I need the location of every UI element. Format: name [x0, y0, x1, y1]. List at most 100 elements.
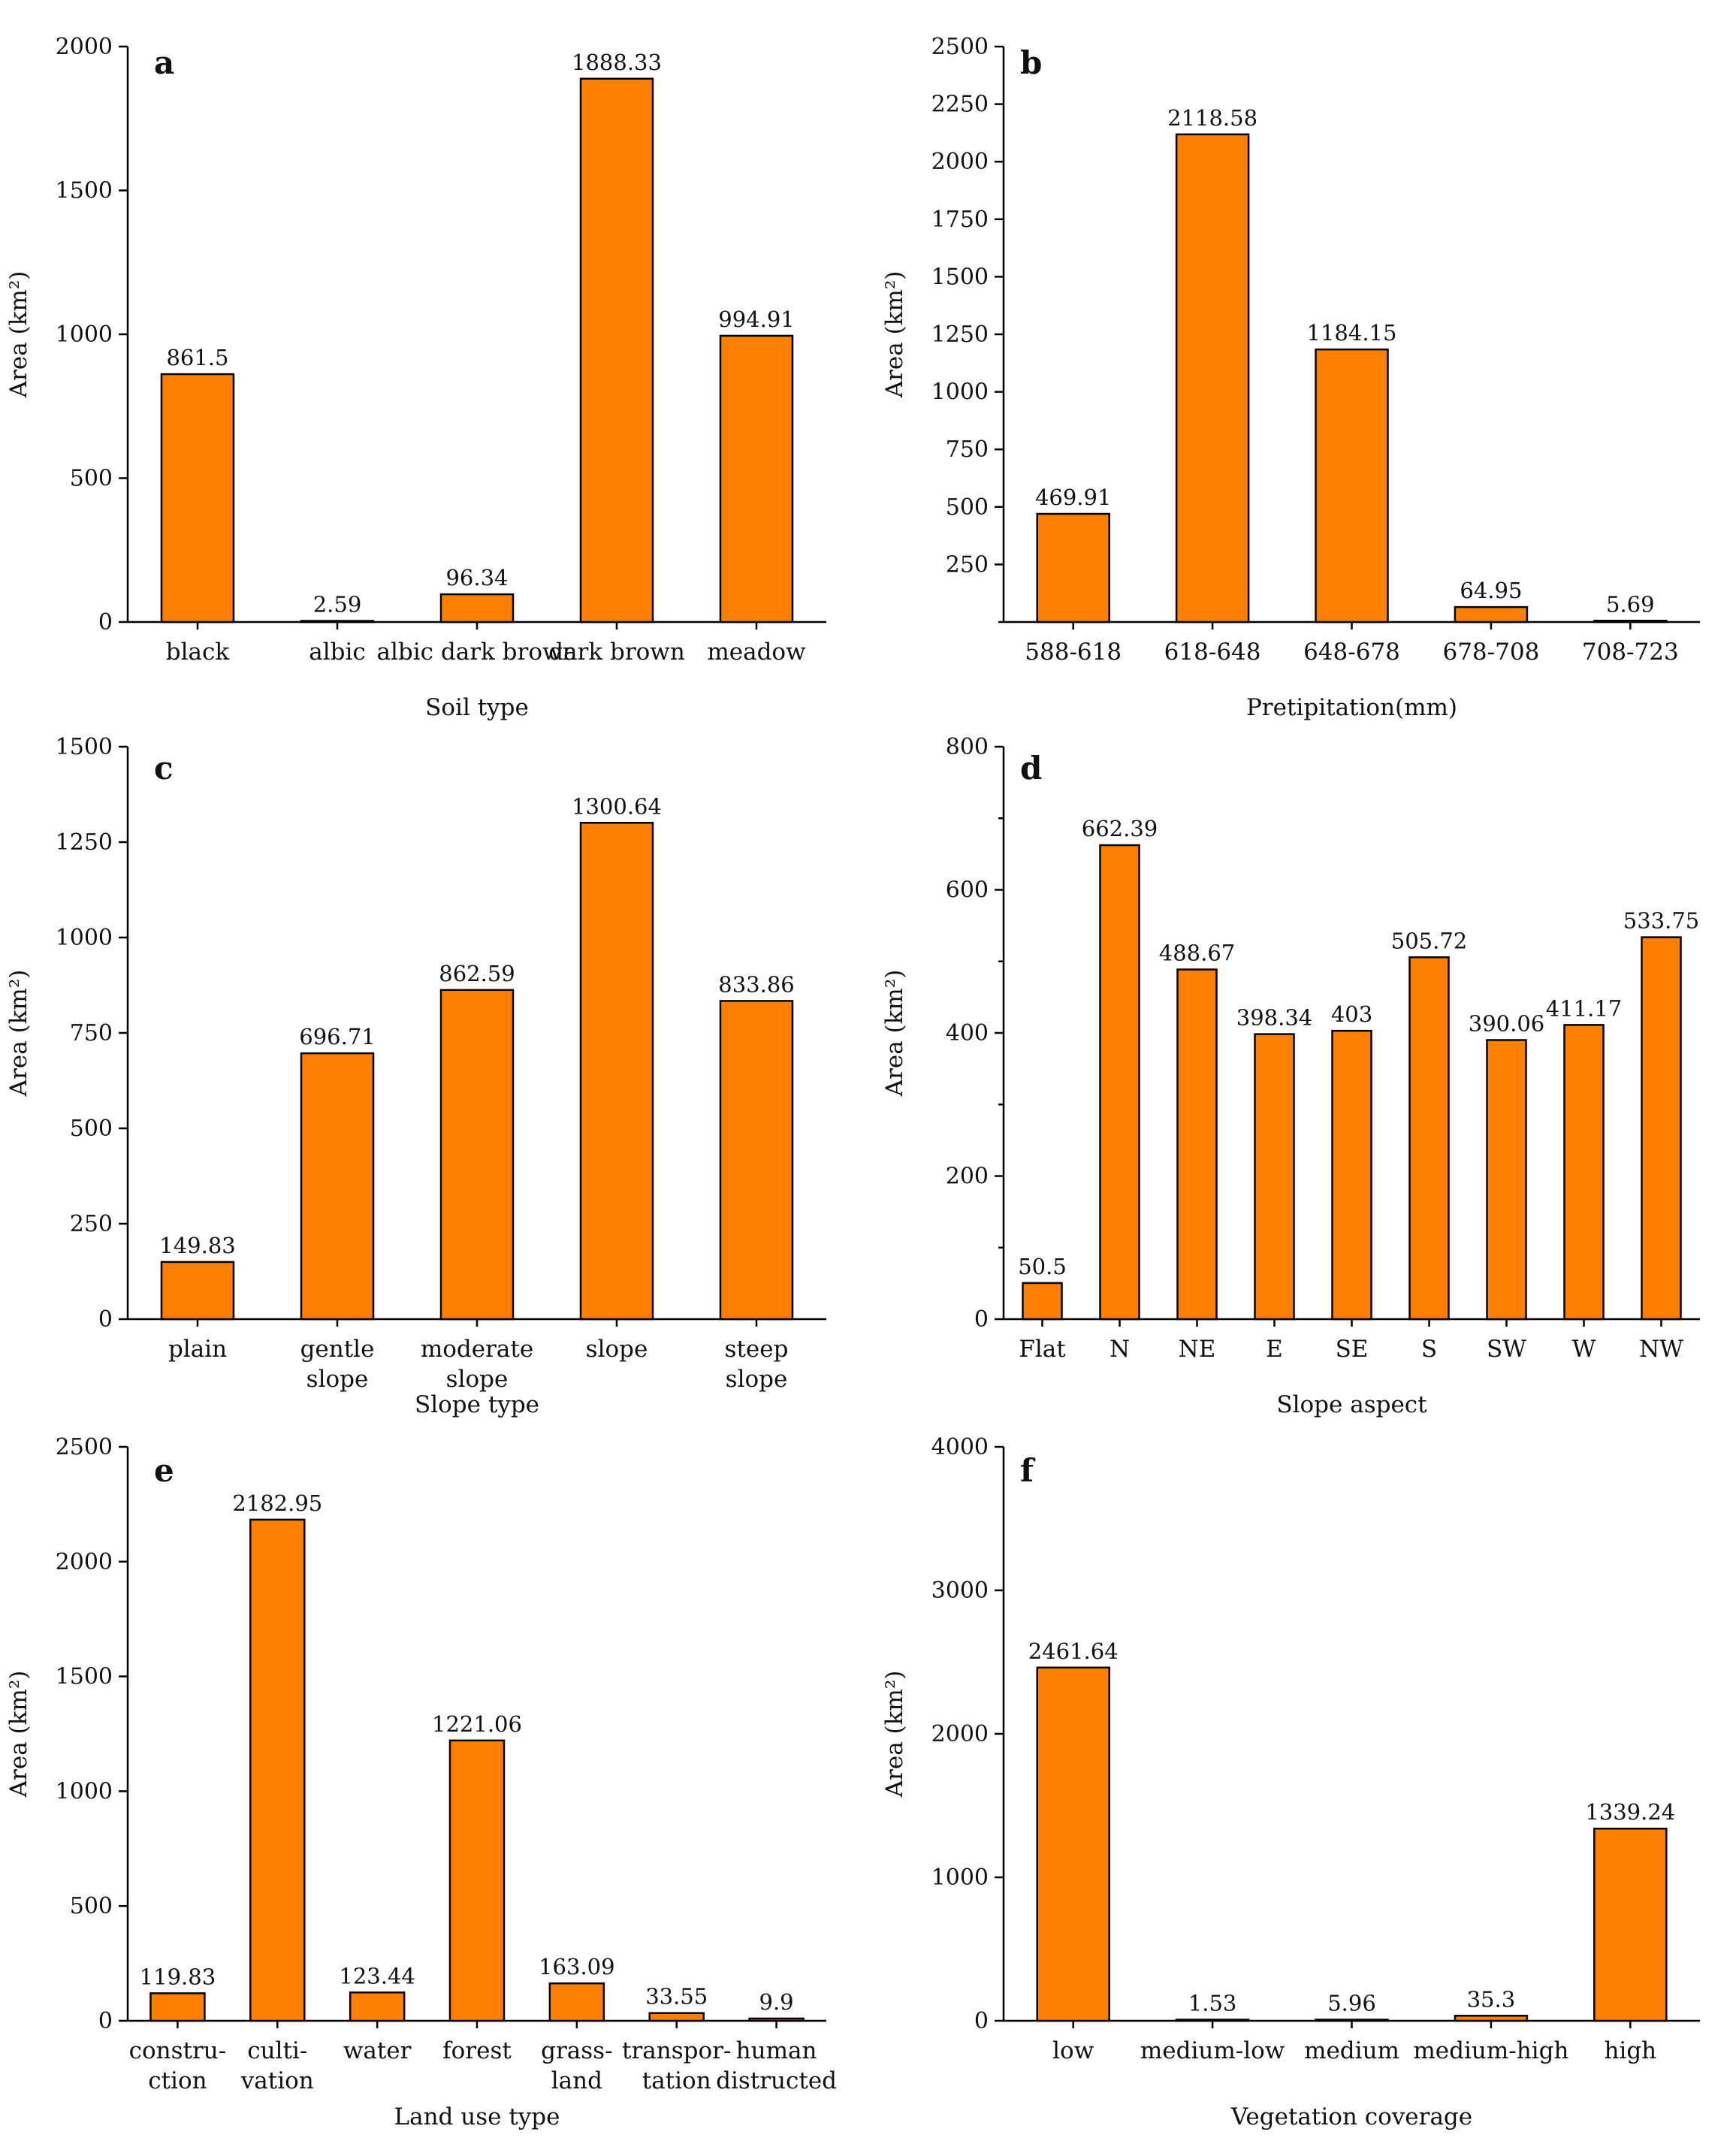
y-tick-label: 1500 [56, 734, 113, 760]
y-axis-title: Area (km²) [5, 271, 32, 399]
bar [1563, 1024, 1605, 1321]
bar [300, 1052, 375, 1321]
bar [1036, 1666, 1110, 2022]
value-label: 505.72 [1391, 928, 1467, 953]
category-label-line: dark brown [548, 639, 685, 666]
bar [249, 1518, 306, 2022]
bar [160, 373, 235, 624]
category-label-line: E [1266, 1336, 1283, 1363]
x-axis-title: Slope type [415, 1391, 539, 1418]
value-label: 2461.64 [1028, 1638, 1119, 1664]
category-label: N [1110, 1336, 1130, 1363]
value-label: 1339.24 [1585, 1799, 1675, 1825]
panel-letter: a [154, 44, 174, 81]
value-label: 50.5 [1018, 1254, 1067, 1279]
category-label-line: W [1572, 1336, 1596, 1363]
category-label: forest [442, 2037, 512, 2064]
category-label-line: 678-708 [1442, 639, 1539, 666]
category-label-line: slope [446, 1366, 509, 1393]
bar [160, 1261, 235, 1321]
category-label-line: high [1604, 2037, 1656, 2064]
value-label: 662.39 [1082, 816, 1158, 841]
bar [1331, 1029, 1372, 1321]
value-label: 403 [1331, 1001, 1372, 1027]
category-label: Flat [1019, 1336, 1066, 1363]
category-label: water [343, 2037, 412, 2064]
category-label: dark brown [548, 639, 685, 666]
y-tick-label: 1500 [56, 178, 113, 204]
category-label-line: land [551, 2067, 602, 2094]
category-label-line: vation [240, 2067, 314, 2094]
category-label: culti-vation [240, 2037, 314, 2094]
value-label: 861.5 [166, 345, 228, 370]
category-label-line: medium-low [1140, 2037, 1285, 2064]
x-axis-title: Pretipitation(mm) [1246, 694, 1457, 721]
y-tick-label: 500 [70, 466, 113, 492]
y-tick-label: 800 [946, 734, 989, 760]
category-label: 678-708 [1442, 639, 1539, 666]
y-tick-label: 1750 [931, 207, 989, 233]
y-tick-label: 3000 [931, 1578, 989, 1604]
category-label-line: meadow [707, 639, 806, 666]
y-tick-label: 1000 [56, 925, 113, 951]
bar [1315, 2019, 1389, 2022]
y-tick-label: 2000 [56, 1549, 113, 1575]
bar [648, 2012, 705, 2022]
y-axis-title: Area (km²) [881, 271, 908, 399]
category-label: grass-land [541, 2037, 612, 2094]
y-tick-label: 2500 [931, 34, 989, 60]
category-label-line: water [343, 2037, 412, 2064]
value-label: 1.53 [1188, 1991, 1237, 2016]
category-label-line: slope [306, 1366, 369, 1393]
bar [1315, 348, 1389, 624]
panel-letter: e [154, 1452, 174, 1489]
category-label-line: 648-678 [1303, 639, 1400, 666]
bar [300, 620, 375, 624]
category-label-line: low [1052, 2037, 1094, 2064]
panel-letter: d [1020, 750, 1042, 787]
category-label: W [1572, 1336, 1596, 1363]
category-label-line: SE [1336, 1336, 1369, 1363]
category-label-line: moderate [421, 1336, 533, 1363]
category-label-line: black [166, 639, 230, 666]
chart-panel-e: 0 500 1000 1500 2000 2500 119.83 constru-ction 2… [5, 1434, 837, 2130]
bar [1175, 133, 1250, 624]
category-label-line: NW [1639, 1336, 1683, 1363]
value-label: 5.96 [1327, 1991, 1376, 2016]
y-tick-label: 4000 [931, 1434, 989, 1460]
panel-letter: f [1020, 1452, 1036, 1489]
panel-letter: b [1020, 44, 1042, 81]
bar [1454, 2015, 1529, 2022]
y-tick-label: 1000 [931, 379, 989, 406]
bar [579, 77, 654, 624]
chart-panel-a: 0 500 1000 1500 2000 861.5 black 2.59 albic 96.34… [5, 34, 826, 721]
bar [1454, 605, 1529, 624]
value-label: 2.59 [313, 592, 362, 618]
x-axis-title: Soil type [425, 694, 529, 721]
category-label-line: 708-723 [1582, 639, 1679, 666]
category-label: albic dark brown [377, 639, 578, 666]
value-label: 9.9 [759, 1989, 794, 2015]
category-label: SE [1336, 1336, 1369, 1363]
value-label: 35.3 [1467, 1986, 1516, 2012]
y-axis-title: Area (km²) [881, 1671, 908, 1798]
y-tick-label: 2500 [56, 1434, 113, 1460]
bar [349, 1991, 406, 2022]
value-label: 123.44 [339, 1963, 415, 1988]
category-label-line: forest [442, 2037, 512, 2064]
category-label-line: slope [726, 1366, 788, 1393]
value-label: 64.95 [1460, 578, 1522, 603]
value-label: 390.06 [1469, 1010, 1544, 1036]
chart-panel-d: 0 200 400 600 800 50.5 Flat 662.39 N 488.67 NE 398.… [881, 734, 1700, 1418]
value-label: 96.34 [445, 565, 508, 590]
value-label: 2118.58 [1167, 105, 1257, 131]
value-label: 696.71 [299, 1024, 375, 1049]
value-label: 163.09 [539, 1954, 614, 1979]
value-label: 119.83 [140, 1964, 216, 1989]
y-tick-label: 2000 [56, 34, 113, 60]
bar [149, 1992, 206, 2022]
category-label: black [166, 639, 230, 666]
bar [1593, 620, 1668, 624]
y-axis-title: Area (km²) [5, 1671, 32, 1798]
category-label-line: N [1110, 1336, 1130, 1363]
